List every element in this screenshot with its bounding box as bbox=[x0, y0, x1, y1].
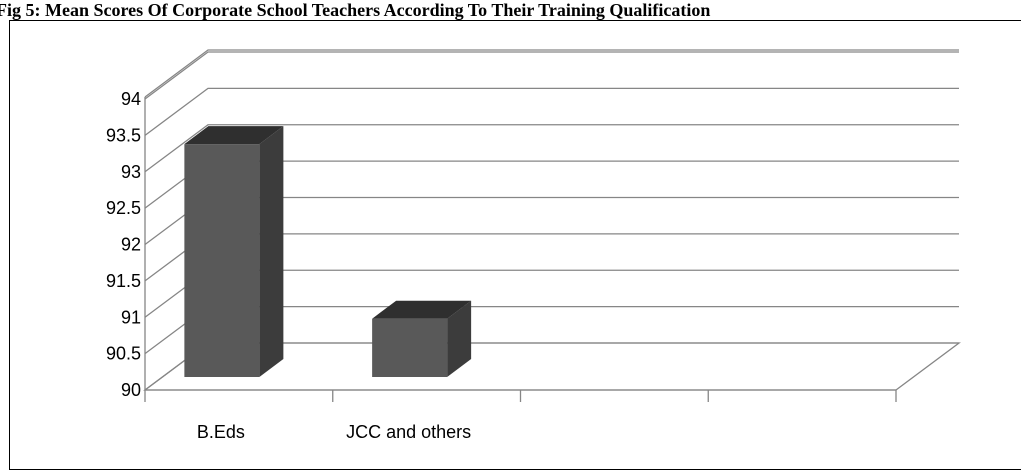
chart-title-bar: Fig 5: Mean Scores Of Corporate School T… bbox=[0, 0, 1021, 22]
bar-top bbox=[184, 126, 284, 145]
y-tick-label: 91.5 bbox=[106, 271, 141, 291]
y-tick-label: 93 bbox=[121, 162, 141, 182]
gridline bbox=[144, 124, 959, 173]
chart-walls bbox=[144, 49, 959, 390]
y-tick-label: 93.5 bbox=[106, 125, 141, 145]
bar-front bbox=[184, 144, 260, 377]
bars bbox=[184, 126, 472, 377]
y-tick-label: 92.5 bbox=[106, 198, 141, 218]
chart-title: Fig 5: Mean Scores Of Corporate School T… bbox=[0, 0, 711, 20]
bar-side bbox=[447, 300, 472, 377]
gridline bbox=[144, 51, 959, 100]
y-tick-label: 91 bbox=[121, 307, 141, 327]
bar-front bbox=[372, 318, 448, 377]
y-tick-label: 94 bbox=[121, 89, 141, 109]
y-tick-label: 90 bbox=[121, 380, 141, 400]
bar-chart: 90 90.5 91 91.5 92 92.5 93 93.5 94 B.Eds JCC and … bbox=[106, 49, 961, 442]
back-wall-top-edge bbox=[144, 49, 959, 98]
bar bbox=[372, 300, 472, 377]
y-tick-label: 92 bbox=[121, 235, 141, 255]
bar-top bbox=[372, 300, 472, 319]
bar-side bbox=[259, 126, 284, 377]
y-tick-label: 90.5 bbox=[106, 344, 141, 364]
x-axis: B.Eds JCC and others bbox=[144, 389, 897, 442]
bar bbox=[184, 126, 284, 377]
x-tick-label: JCC and others bbox=[346, 422, 471, 442]
gridline bbox=[144, 87, 959, 136]
y-axis-tick-labels: 90 90.5 91 91.5 92 92.5 93 93.5 94 bbox=[106, 89, 141, 400]
x-tick-label: B.Eds bbox=[197, 422, 245, 442]
